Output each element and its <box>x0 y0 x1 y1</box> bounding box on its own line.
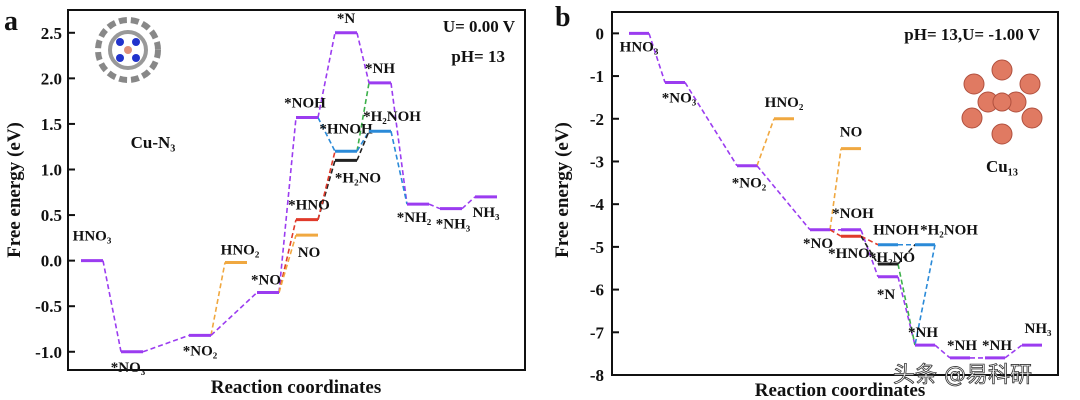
connector-n-nh <box>356 32 370 84</box>
level-label-no-g: NO <box>840 125 863 141</box>
connector-hno3-no3 <box>648 33 666 83</box>
connector-h2no-h2noh <box>356 130 370 161</box>
level-label-nh3-ads: *NH <box>982 338 1012 354</box>
connector-nh3_ads-nh3 <box>1004 344 1023 359</box>
level-label-nh2: *NH₂ <box>397 210 432 226</box>
y-tick-label: -2 <box>590 110 604 129</box>
y-tick-label: 1.0 <box>41 160 62 179</box>
level-label-noh: *NOH <box>832 206 874 222</box>
connector-no2-no_ads <box>756 165 811 231</box>
panel-b-ylabel: Free energy (eV) <box>552 122 573 258</box>
connector-h2no-nh <box>897 263 916 346</box>
panel-a-xlabel: Reaction coordinates <box>211 377 381 398</box>
panel-b: b pH= 13,U= -1.00 V Reaction coordinates… <box>552 2 1059 400</box>
level-label-nh3: NH₃ <box>1025 321 1053 337</box>
connector-no2-no_ads <box>210 291 258 336</box>
connector-noh-hnoh <box>317 117 336 152</box>
watermark: 头条 @易科研 <box>893 363 1032 388</box>
level-label-no2: *NO₂ <box>732 176 767 192</box>
y-tick-label: -0.5 <box>35 297 62 316</box>
y-tick-label: 2.0 <box>41 69 62 88</box>
level-label-h2noh: *H₂NOH <box>363 109 421 125</box>
y-tick-label: -5 <box>590 238 604 257</box>
level-label-hno2: HNO₂ <box>765 95 804 111</box>
level-label-no3: *NO₃ <box>662 90 697 106</box>
level-label-nh3-ads: *NH₃ <box>436 217 471 233</box>
level-label-no2: *NO₂ <box>183 343 218 359</box>
level-label-hno2: HNO₂ <box>221 242 260 258</box>
panel-b-label: b <box>555 2 571 33</box>
connector-no3-no2 <box>684 82 738 167</box>
level-label-no-ads: *NO <box>803 236 833 252</box>
connector-no_ads-noh <box>278 117 297 293</box>
connector-nh2-nh3_ads <box>428 203 441 210</box>
connector-hnoh-nh <box>356 82 370 152</box>
panel-a-ylabel: Free energy (eV) <box>4 122 25 258</box>
level-label-h2no: *H₂NO <box>869 250 915 266</box>
level-label-no-ads: *NO <box>251 273 281 289</box>
panel-b-xlabel: Reaction coordinates <box>755 380 925 400</box>
y-tick-label: -6 <box>590 281 604 300</box>
level-label-no-g: NO <box>298 245 321 261</box>
connector-no2-hno2 <box>210 262 226 336</box>
connector-no3-no2 <box>142 334 190 353</box>
panel-a-label: a <box>4 6 18 37</box>
y-tick-label: -8 <box>590 366 604 385</box>
connector-h2noh-nh2 <box>390 131 408 205</box>
connector-hno-hnoh <box>860 235 879 246</box>
connector-no2-hno2 <box>756 118 775 167</box>
connector-hno3-no3 <box>102 260 122 352</box>
level-label-no3: *NO₃ <box>111 360 146 376</box>
connector-h2noh-nh <box>914 244 936 346</box>
connector-hno-hnoh <box>317 151 336 220</box>
y-tick-label: -7 <box>590 323 605 342</box>
panel-a: a U= 0.00 V pH= 13 Reaction coordinates … <box>4 6 526 398</box>
panel-a-catalyst-label: Cu-N₃ <box>131 133 176 152</box>
panel-a-frame <box>67 9 526 371</box>
panel-a-condition-u: U= 0.00 V <box>443 17 516 36</box>
panel-b-condition: pH= 13,U= -1.00 V <box>904 25 1040 44</box>
connector-noh-n <box>317 32 336 118</box>
connector-hno-h2no <box>860 235 879 265</box>
connector-nh3_ads-nh3 <box>461 196 476 210</box>
panel-b-frame <box>611 11 1059 376</box>
y-tick-label: -1 <box>590 67 604 86</box>
cu-n3-structure-icon <box>95 17 161 83</box>
level-label-hnoh: HNOH <box>873 223 919 239</box>
connector-nh-nh2 <box>934 344 951 359</box>
y-tick-label: 0.5 <box>41 206 62 225</box>
y-tick-label: 1.5 <box>41 115 62 134</box>
y-tick-label: -1.0 <box>35 343 62 362</box>
level-label-h2noh: *H₂NOH <box>920 223 978 239</box>
level-label-nh2: *NH <box>947 338 977 354</box>
level-label-nh: *NH <box>908 325 938 341</box>
connector-no_ads-no_g <box>278 234 297 293</box>
connector-no_ads-no_g <box>829 148 842 230</box>
level-label-hno3: HNO₃ <box>73 229 112 245</box>
connector-no_ads-hno <box>829 229 842 237</box>
y-tick-label: -4 <box>590 195 605 214</box>
level-label-hno3: HNO₃ <box>620 39 659 55</box>
level-label-hnoh: *HNOH <box>319 121 373 137</box>
panel-a-condition-ph: pH= 13 <box>451 47 505 66</box>
y-tick-label: -3 <box>590 152 604 171</box>
connector-n-nh <box>897 276 916 346</box>
connector-h2no-h2noh <box>897 244 916 265</box>
level-label-h2no: *H₂NO <box>335 170 381 186</box>
connector-nh-nh2 <box>390 82 408 205</box>
level-label-hno: *HNO <box>828 246 870 262</box>
level-label-n: *N <box>877 287 896 303</box>
level-label-n: *N <box>337 11 356 27</box>
y-tick-label: 2.5 <box>41 24 62 43</box>
level-label-hno: *HNO <box>288 198 330 214</box>
y-tick-label: 0.0 <box>41 252 62 271</box>
cu13-cluster-icon <box>961 59 1043 145</box>
level-label-noh: *NOH <box>284 96 326 112</box>
panel-b-catalyst-label: Cu₁₃ <box>986 157 1018 176</box>
level-label-nh: *NH <box>365 61 395 77</box>
level-label-nh3: NH₃ <box>473 205 501 221</box>
y-tick-label: 0 <box>596 24 605 43</box>
